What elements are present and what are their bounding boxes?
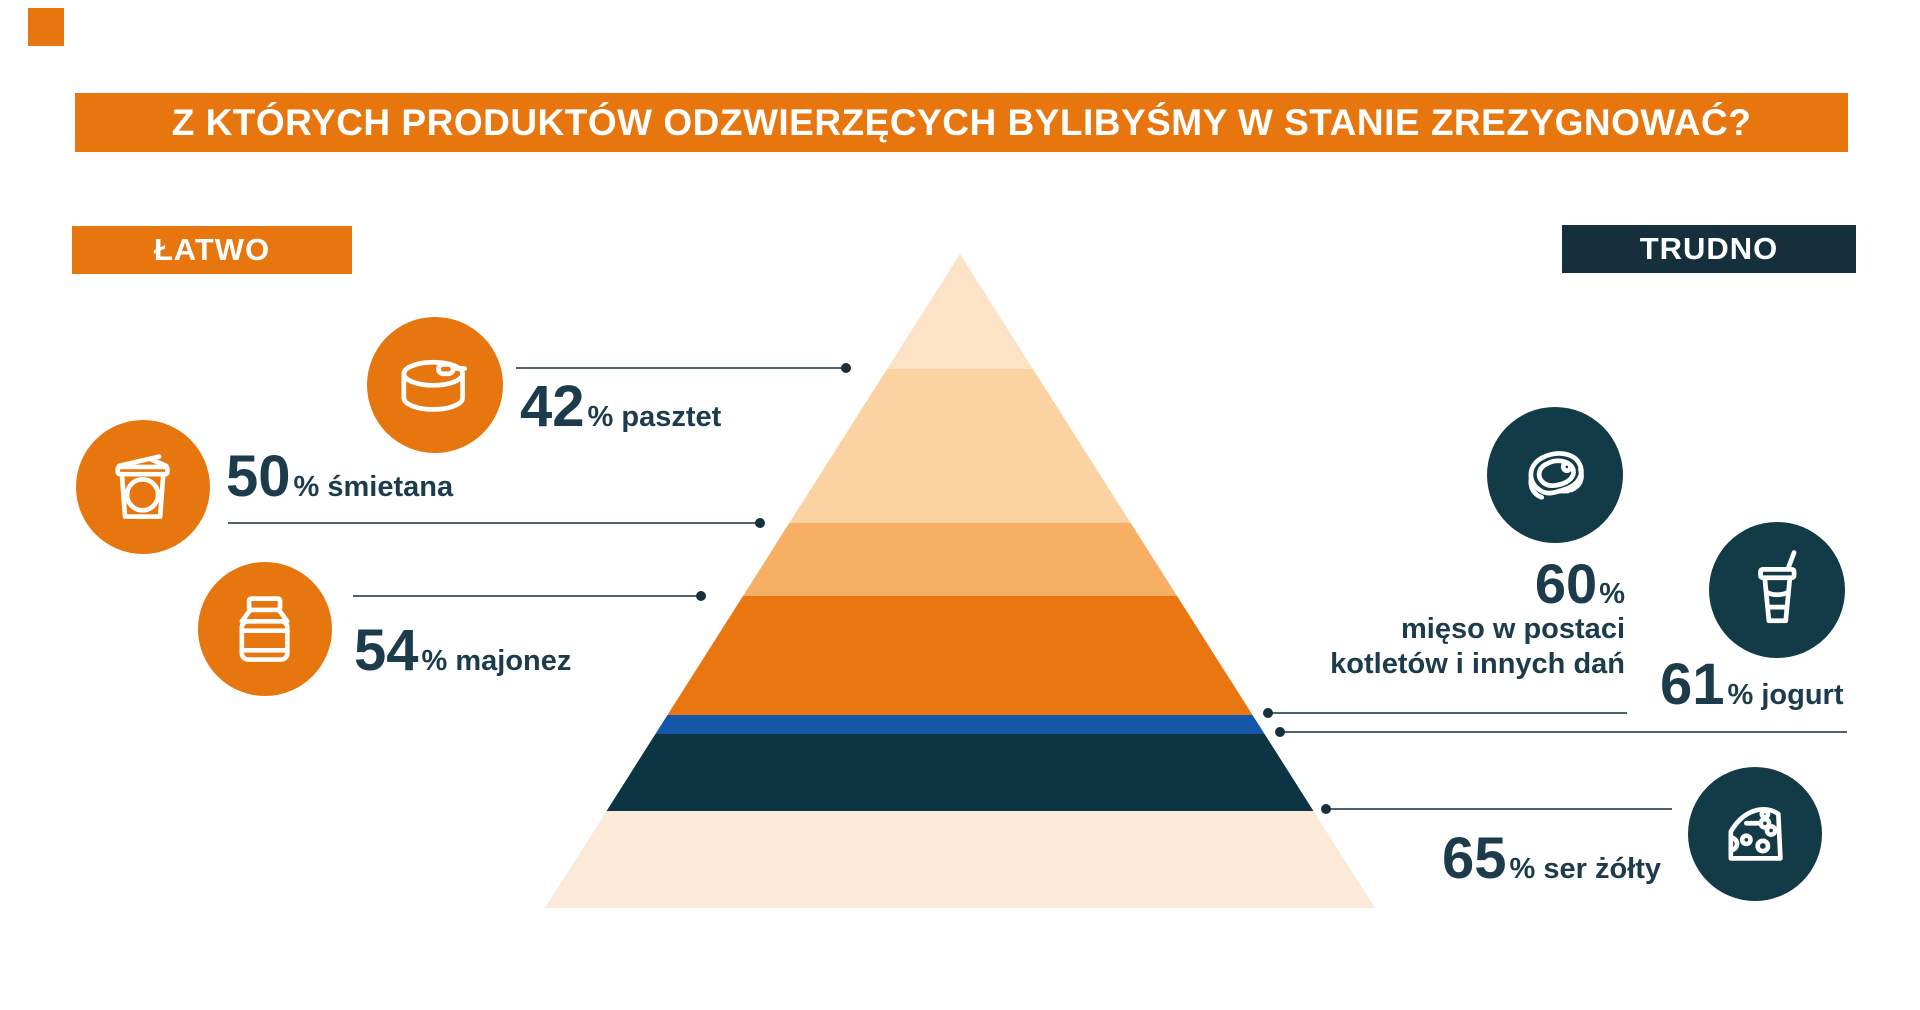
smietana-circle <box>76 420 210 554</box>
jogurt-label: % jogurt <box>1727 679 1844 711</box>
pyramid-band-1 <box>545 254 1375 369</box>
pasztet-value: 42 <box>520 374 585 439</box>
mieso-value: 60 <box>1534 552 1598 615</box>
pasztet-connector-line <box>516 367 846 369</box>
jogurt-value: 61 <box>1660 652 1725 717</box>
ser-value: 65 <box>1442 826 1507 891</box>
smietana-connector-dot <box>755 518 765 528</box>
ser-label: % ser żółty <box>1509 853 1662 885</box>
pasztet-label: % pasztet <box>587 401 722 433</box>
pyramid-chart <box>545 254 1375 908</box>
smietana-connector-line <box>228 522 760 524</box>
easy-badge: ŁATWO <box>72 226 352 274</box>
ser-connector-line <box>1326 808 1672 810</box>
smietana-label: % śmietana <box>293 471 454 503</box>
mieso-label-line1: mięso w postaci <box>1400 613 1625 645</box>
jogurt-circle <box>1709 522 1845 658</box>
hard-badge: TRUDNO <box>1562 225 1856 273</box>
hard-badge-label: TRUDNO <box>1639 231 1779 266</box>
page-title: Z KTÓRYCH PRODUKTÓW ODZWIERZĘCYCH BYLIBY… <box>171 101 1752 143</box>
pyramid-band-6 <box>545 734 1375 811</box>
mieso-connector-dot <box>1263 708 1273 718</box>
brand-mark <box>28 8 64 46</box>
steak-icon <box>1528 450 1584 500</box>
pasztet-circle <box>367 317 503 453</box>
title-banner: Z KTÓRYCH PRODUKTÓW ODZWIERZĘCYCH BYLIBY… <box>75 93 1848 152</box>
mieso-label-line2: kotletów i innych dań <box>1330 648 1625 681</box>
ser-circle <box>1688 767 1822 901</box>
mieso-circle <box>1487 407 1623 543</box>
majonez-connector-dot <box>696 591 706 601</box>
majonez-callout: 54 % majonez <box>354 622 571 680</box>
mieso-percent: % <box>1599 578 1625 610</box>
pyramid-band-5 <box>545 715 1375 734</box>
mieso-callout: 60 % mięso w postaci kotletów i innych d… <box>1205 556 1625 683</box>
mayo-jar-icon <box>239 596 291 663</box>
majonez-label: % majonez <box>421 645 572 677</box>
pasztet-callout: 42 % pasztet <box>520 378 721 436</box>
ser-connector-dot <box>1321 804 1331 814</box>
canned-pate-icon <box>401 359 467 412</box>
easy-badge-label: ŁATWO <box>153 232 271 267</box>
cheese-icon <box>1728 807 1784 862</box>
jogurt-connector-line <box>1280 731 1847 733</box>
yogurt-cup-icon <box>1757 549 1797 623</box>
majonez-connector-line <box>353 595 701 597</box>
smietana-callout: 50 % śmietana <box>226 448 453 506</box>
pyramid-band-7 <box>545 811 1375 908</box>
cream-tub-icon <box>115 454 171 520</box>
jogurt-callout: 61 % jogurt <box>1660 656 1844 714</box>
smietana-value: 50 <box>226 444 291 509</box>
ser-callout: 65 % ser żółty <box>1442 830 1661 888</box>
majonez-circle <box>198 562 332 696</box>
pasztet-connector-dot <box>841 363 851 373</box>
majonez-value: 54 <box>354 618 419 683</box>
jogurt-connector-dot <box>1275 727 1285 737</box>
mieso-connector-line <box>1268 712 1627 714</box>
